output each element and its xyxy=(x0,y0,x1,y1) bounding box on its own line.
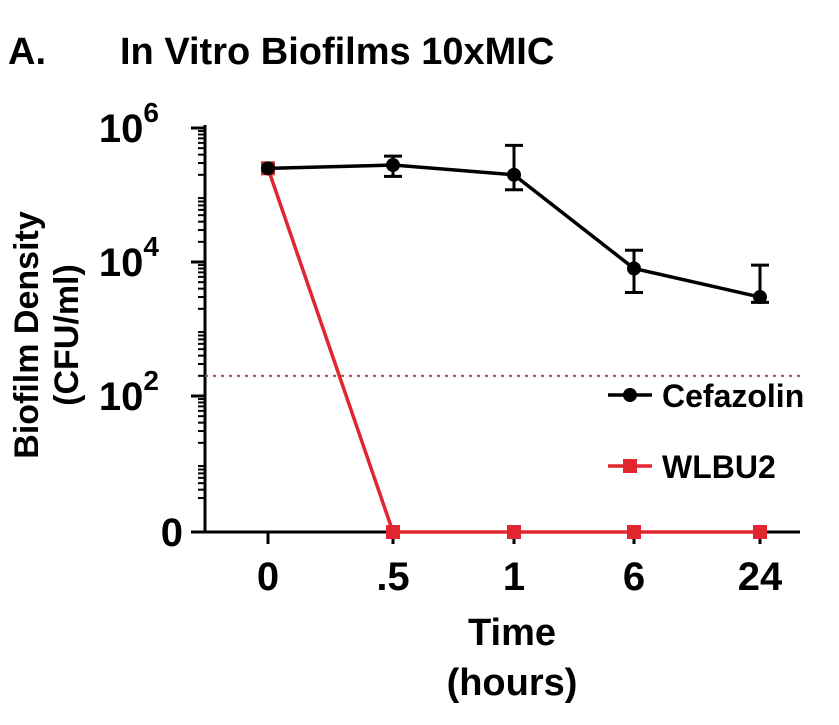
y-tick-label: 106 xyxy=(99,97,159,151)
legend-label: Cefazolin xyxy=(662,378,804,414)
x-tick-label: 6 xyxy=(623,555,645,599)
data-point-cefazolin xyxy=(261,161,275,176)
x-tick-label: 0 xyxy=(257,555,279,599)
y-axis-unit: (CFU/ml) xyxy=(48,264,86,406)
legend-label: WLBU2 xyxy=(662,449,776,485)
data-point-wlbu2 xyxy=(507,525,521,539)
x-ticks: 0 .5 1 6 24 xyxy=(257,532,783,599)
data-point-cefazolin xyxy=(507,167,521,182)
x-axis-title: Time xyxy=(468,612,556,654)
panel-label: A. xyxy=(8,31,46,73)
data-point-cefazolin xyxy=(627,261,641,276)
legend-marker xyxy=(623,459,637,473)
y-tick-label: 0 xyxy=(161,511,183,555)
data-point-wlbu2 xyxy=(627,525,641,539)
y-tick-label: 104 xyxy=(99,231,160,285)
legend-marker xyxy=(623,388,637,402)
data-point-cefazolin xyxy=(386,158,400,173)
x-tick-label: 1 xyxy=(503,555,525,599)
data-point-cefazolin xyxy=(753,290,767,305)
y-tick-label: 102 xyxy=(99,365,159,419)
chart-title: In Vitro Biofilms 10xMIC xyxy=(120,31,554,73)
data-point-wlbu2 xyxy=(753,525,767,539)
x-axis-unit: (hours) xyxy=(447,662,578,704)
legend: Cefazolin WLBU2 xyxy=(608,378,804,485)
y-axis-title: Biofilm Density xyxy=(8,211,46,459)
data-point-wlbu2 xyxy=(386,525,400,539)
y-axis-label: Biofilm Density (CFU/ml) xyxy=(8,211,86,459)
x-tick-label: 24 xyxy=(738,555,783,599)
x-tick-label: .5 xyxy=(376,555,409,599)
y-ticks: 0 102 104 106 xyxy=(99,97,205,555)
plot-area xyxy=(205,143,800,539)
